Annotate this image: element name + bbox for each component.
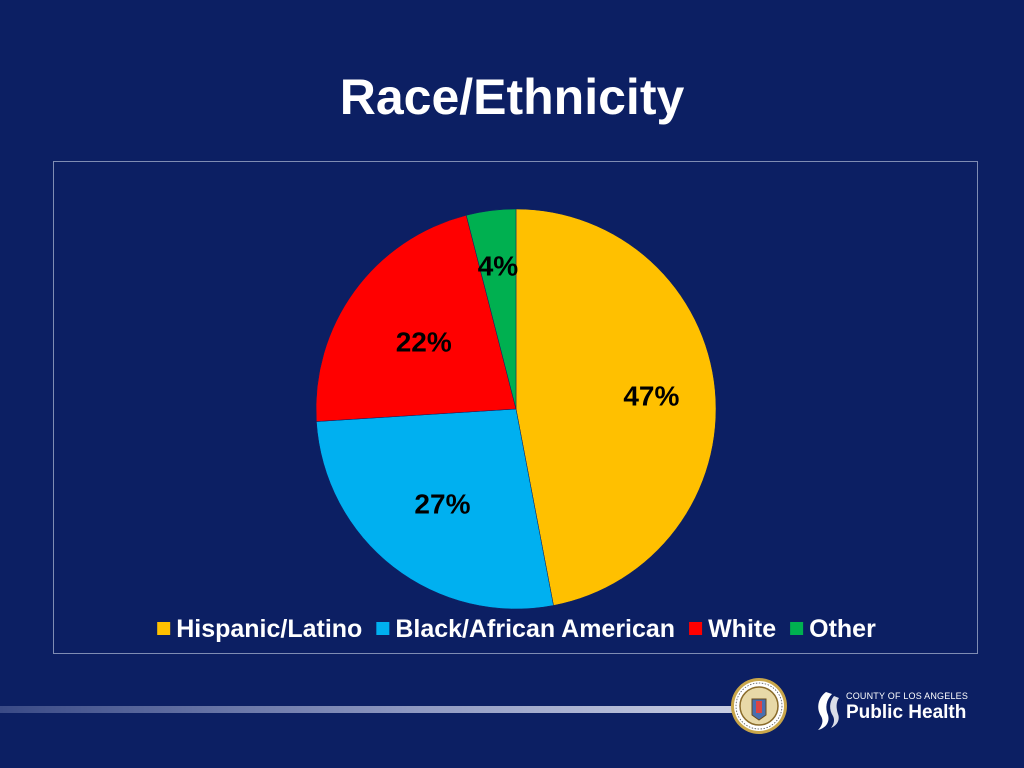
pie-slice-black-african-american <box>316 408 554 610</box>
county-seal-icon <box>731 678 787 734</box>
legend-entry: White <box>708 615 776 643</box>
pie-slice-white <box>315 214 517 422</box>
pie-chart: 47% 27% 22% 4% Hispanic/Latino Black/African… <box>157 208 876 643</box>
data-label: 4% <box>478 251 519 282</box>
logo-name-text: Public Health <box>846 702 967 723</box>
pie-data-labels: 47% 27% 22% 4% <box>396 251 680 520</box>
pie-slice-other <box>465 208 517 410</box>
legend-swatch <box>376 622 390 635</box>
data-label: 47% <box>623 381 679 412</box>
legend-swatch <box>790 622 804 635</box>
logo-county-text: COUNTY OF LOS ANGELES <box>846 691 969 701</box>
pie-slice-hispanic-latino <box>515 208 717 606</box>
public-health-logo: COUNTY OF LOS ANGELES Public Health <box>812 688 968 734</box>
chart-frame: 47% 27% 22% 4% Hispanic/Latino Black/African… <box>53 161 978 654</box>
footer-bar <box>0 706 735 713</box>
data-label: 27% <box>414 488 470 519</box>
chart-legend: Hispanic/Latino Black/African American Whi… <box>157 615 876 643</box>
pie-slices <box>315 208 717 610</box>
legend-entry: Hispanic/Latino <box>176 615 362 643</box>
data-label: 22% <box>396 326 452 357</box>
legend-swatch <box>689 622 703 635</box>
legend-entry: Other <box>809 615 876 643</box>
public-health-logo-icon <box>818 692 839 730</box>
legend-entry: Black/African American <box>395 615 675 643</box>
legend-swatch <box>157 622 171 635</box>
slide-title: Race/Ethnicity <box>339 69 685 125</box>
